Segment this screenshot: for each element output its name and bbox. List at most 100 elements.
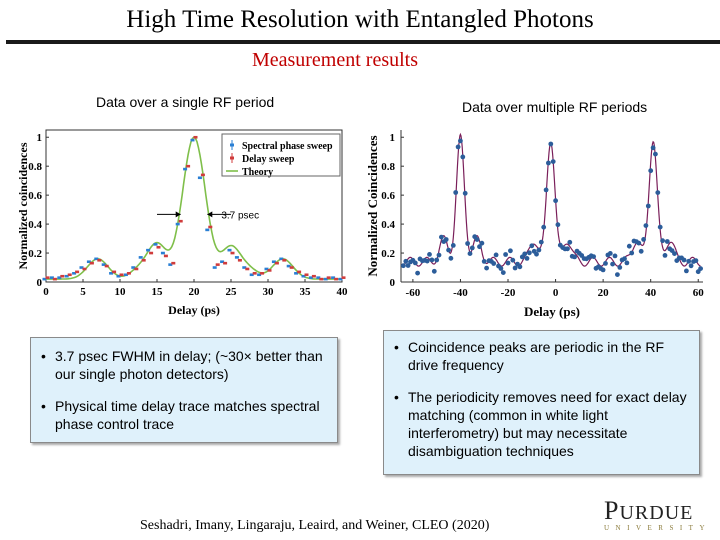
x-tick-label: 35 xyxy=(300,286,312,298)
delay-point xyxy=(252,272,257,275)
data-point xyxy=(698,266,703,271)
y-axis-label: Normalized coincidences xyxy=(16,142,30,269)
delay-point xyxy=(282,258,287,262)
data-point xyxy=(405,263,411,268)
delay-point xyxy=(230,251,235,255)
citation: Seshadri, Imany, Lingaraju, Leaird, and … xyxy=(140,518,490,533)
data-point xyxy=(424,258,430,264)
data-point xyxy=(555,222,561,228)
delay-point xyxy=(156,245,161,249)
data-point xyxy=(660,238,665,244)
spectral-point xyxy=(57,276,62,279)
spectral-point xyxy=(301,274,306,278)
delay-point xyxy=(163,254,168,258)
data-point xyxy=(469,245,475,251)
data-point xyxy=(517,264,523,270)
spectral-point xyxy=(109,272,114,275)
delay-point xyxy=(274,261,279,265)
delay-point xyxy=(208,225,213,229)
legend-box xyxy=(221,133,341,177)
spectral-point xyxy=(286,264,291,268)
spectral-point xyxy=(197,176,202,180)
logo-word: PURDUE xyxy=(604,496,708,526)
data-point xyxy=(415,270,420,276)
y-tick-label: 0 xyxy=(390,277,396,289)
delay-point xyxy=(297,270,302,274)
delay-point xyxy=(267,269,272,272)
y-tick-label: 0.8 xyxy=(28,161,42,173)
data-point xyxy=(636,240,642,246)
data-point xyxy=(645,203,651,209)
delay-point xyxy=(52,277,57,281)
x-axis-label: Delay (ps) xyxy=(168,303,220,317)
data-point xyxy=(434,257,440,263)
right-caption: Data over multiple RF periods xyxy=(462,99,648,115)
data-point xyxy=(500,270,506,275)
x-tick-label: 0 xyxy=(553,287,559,299)
y-tick-label: 0.6 xyxy=(28,190,42,202)
data-point xyxy=(491,261,497,266)
spectral-point xyxy=(338,277,343,281)
spectral-point xyxy=(94,257,99,261)
data-point xyxy=(686,258,692,264)
delay-point xyxy=(200,173,205,177)
delay-point xyxy=(186,164,191,168)
data-point xyxy=(664,239,670,244)
spectral-point xyxy=(308,276,313,279)
y-tick-label: 1 xyxy=(390,132,396,144)
x-tick-label: 5 xyxy=(80,286,86,298)
delay-point xyxy=(89,261,94,265)
data-point xyxy=(484,265,489,271)
data-point xyxy=(624,260,630,266)
data-point xyxy=(567,239,573,245)
y-tick-label: 0.2 xyxy=(381,248,395,260)
delay-point xyxy=(134,267,139,271)
legend-entry: Delay sweep xyxy=(242,154,295,165)
slide-subtitle: Measurement results xyxy=(251,49,419,71)
y-tick-label: 1 xyxy=(37,132,43,144)
spectral-point xyxy=(190,138,195,142)
x-axis-label: Delay (ps) xyxy=(524,304,580,319)
data-point xyxy=(534,251,539,257)
data-point xyxy=(529,243,535,249)
data-point xyxy=(467,251,473,256)
data-point xyxy=(591,254,596,259)
data-point xyxy=(653,151,658,157)
data-point xyxy=(462,190,468,196)
spectral-point xyxy=(271,260,276,264)
delay-point xyxy=(193,135,198,139)
data-point xyxy=(448,255,454,261)
delay-point xyxy=(223,261,228,265)
spectral-point xyxy=(49,276,54,279)
x-tick-label: 0 xyxy=(43,286,49,298)
delay-point xyxy=(104,264,109,268)
delay-point xyxy=(334,277,339,281)
x-tick-label: 60 xyxy=(693,287,705,299)
spectral-point xyxy=(64,274,69,278)
delay-point xyxy=(237,258,242,262)
data-point xyxy=(453,190,459,195)
data-point xyxy=(446,247,451,253)
delay-point xyxy=(326,276,331,279)
x-tick-label: 20 xyxy=(189,286,201,298)
spectral-point xyxy=(316,276,321,279)
x-tick-label: 30 xyxy=(263,286,275,298)
delay-point xyxy=(171,261,176,265)
spectral-point xyxy=(257,273,262,277)
data-point xyxy=(607,251,613,256)
spectral-point xyxy=(168,263,173,266)
data-point xyxy=(626,243,632,249)
data-point xyxy=(498,266,504,271)
data-point xyxy=(655,190,661,195)
delay-point xyxy=(149,251,154,255)
delay-point xyxy=(311,274,316,278)
legend-entry: Spectral phase sweep xyxy=(242,141,333,152)
delay-point xyxy=(245,267,250,271)
x-tick-label: -60 xyxy=(406,287,421,299)
single-period-chart: 0 5 10 15 20 25 30 35 40 0 0.2 0.4 0.6 0.8 1 Delay (ps)… xyxy=(16,129,348,317)
spectral-point xyxy=(116,274,121,278)
spectral-point xyxy=(331,276,336,279)
data-point xyxy=(610,261,615,267)
data-point xyxy=(541,224,547,230)
purdue-logo: PURDUE UNIVERSITY xyxy=(604,496,708,532)
